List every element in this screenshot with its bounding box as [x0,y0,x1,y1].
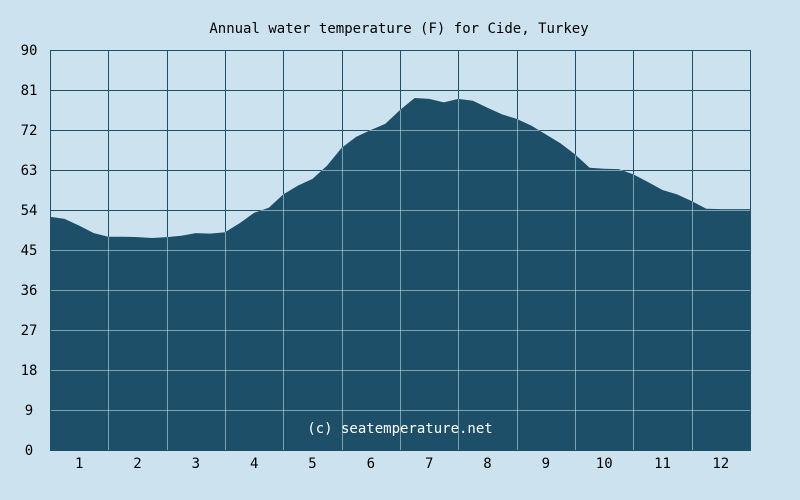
grid [50,50,751,451]
y-tick-label: 45 [21,243,38,259]
x-tick-label: 12 [712,456,729,472]
x-tick-label: 9 [542,456,550,472]
y-tick-label: 18 [21,363,38,379]
y-axis-ticks: 0 9 18 27 36 45 54 63 72 81 90 [21,43,38,459]
x-tick-label: 11 [654,456,671,472]
y-tick-label: 0 [25,443,33,459]
x-tick-label: 10 [596,456,613,472]
y-tick-label: 54 [21,203,38,219]
x-axis-ticks: 1 2 3 4 5 6 7 8 9 10 11 12 [75,456,729,472]
y-tick-label: 9 [25,403,33,419]
x-tick-label: 3 [192,456,200,472]
watermark: (c) seatemperature.net [307,421,492,437]
x-tick-label: 4 [250,456,258,472]
y-tick-label: 36 [21,283,38,299]
plot-frame [50,50,751,451]
y-tick-label: 27 [21,323,38,339]
y-tick-label: 81 [21,83,38,99]
x-tick-label: 7 [425,456,433,472]
chart-title: Annual water temperature (F) for Cide, T… [209,21,588,37]
x-tick-label: 6 [367,456,375,472]
x-tick-label: 5 [308,456,316,472]
y-tick-label: 72 [21,123,38,139]
x-tick-label: 8 [483,456,491,472]
x-tick-label: 1 [75,456,83,472]
y-tick-label: 90 [21,43,38,59]
y-tick-label: 63 [21,163,38,179]
x-tick-label: 2 [133,456,141,472]
